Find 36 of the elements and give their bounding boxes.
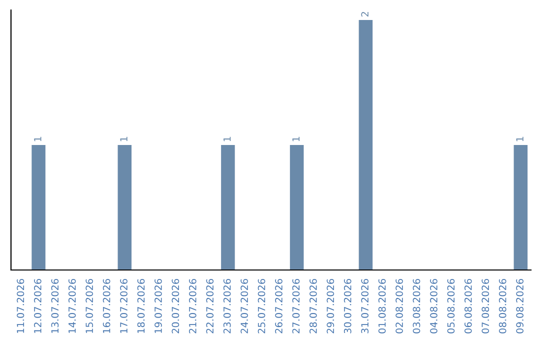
x-tick-label: 07.08.2026 <box>482 278 490 334</box>
data-label: 1 <box>516 136 524 142</box>
x-tick-label: 26.07.2026 <box>275 278 282 334</box>
data-label: 1 <box>34 136 42 142</box>
x-tick-label: 29.07.2026 <box>326 278 334 334</box>
x-tick-label: 01.08.2026 <box>378 278 386 334</box>
x-tick-label: 06.08.2026 <box>464 278 472 334</box>
x-tick-label: 17.07.2026 <box>120 278 128 333</box>
x-tick-label: 05.08.2026 <box>447 278 455 334</box>
x-tick-label: 19.07.2026 <box>154 278 162 333</box>
x-tick-label: 14.07.2026 <box>68 278 76 333</box>
x-tick-label: 16.07.2026 <box>102 278 110 333</box>
x-tick-label: 22.07.2026 <box>206 278 214 334</box>
x-tick-label: 09.08.2026 <box>516 278 524 334</box>
x-tick-label: 23.07.2026 <box>223 278 231 334</box>
x-tick-label: 13.07.2026 <box>51 278 59 333</box>
x-tick-label: 31.07.2026 <box>361 278 369 334</box>
data-label: 2 <box>361 12 368 17</box>
x-tick-label: 28.07.2026 <box>310 278 317 334</box>
data-label: 1 <box>224 136 231 142</box>
x-tick-label: 30.07.2026 <box>344 278 352 334</box>
x-tick-label: 25.07.2026 <box>258 278 266 334</box>
data-label: 1 <box>292 136 300 142</box>
x-tick-label: 24.07.2026 <box>240 278 248 334</box>
data-label: 1 <box>120 136 128 142</box>
x-tick-label: 02.08.2026 <box>396 278 403 334</box>
x-tick-label: 08.08.2026 <box>498 278 506 334</box>
x-tick-label: 12.07.2026 <box>34 278 42 333</box>
x-tick-label: 03.08.2026 <box>412 278 420 334</box>
x-tick-label: 21.07.2026 <box>188 278 196 334</box>
x-tick-label: 27.07.2026 <box>292 278 300 334</box>
x-tick-label: 20.07.2026 <box>172 278 180 334</box>
x-tick-label: 04.08.2026 <box>430 278 438 334</box>
x-tick-label: 18.07.2026 <box>137 278 145 333</box>
x-tick-label: 11.07.2026 <box>16 278 24 333</box>
x-tick-label: 15.07.2026 <box>86 278 94 333</box>
